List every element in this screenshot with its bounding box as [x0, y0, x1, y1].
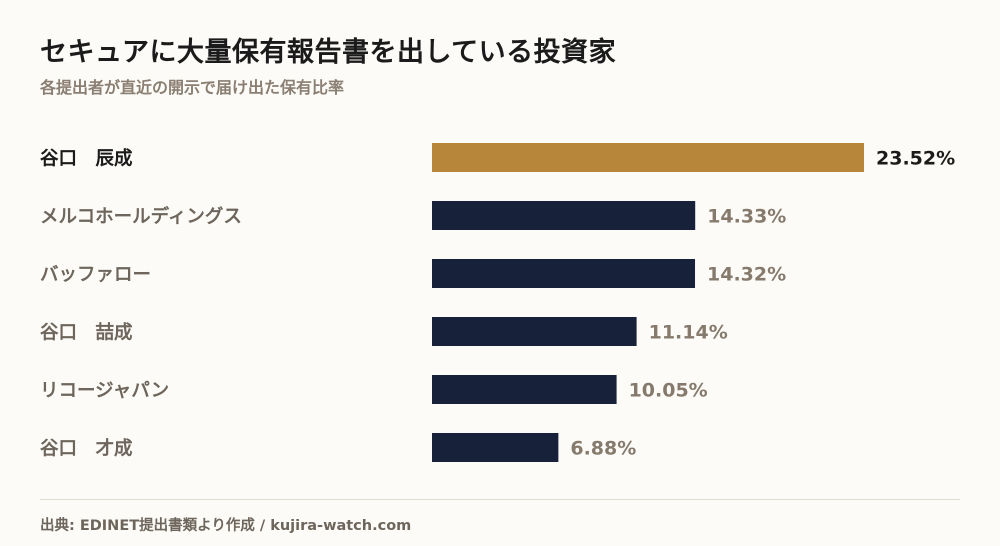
- category-label: バッファロー: [40, 265, 151, 286]
- value-label: 23.52%: [876, 148, 955, 170]
- chart-subtitle: 各提出者が直近の開示で届け出た保有比率: [40, 78, 345, 97]
- category-label: 谷口 辰成: [40, 148, 133, 170]
- value-label: 14.32%: [707, 264, 786, 286]
- value-label: 14.33%: [707, 206, 786, 228]
- bar-row: バッファロー 14.32%: [40, 259, 786, 288]
- category-label: 谷口 喆成: [40, 322, 133, 344]
- source-note: 出典: EDINET提出書類より作成 / kujira-watch.com: [40, 518, 412, 534]
- bar: [432, 201, 696, 230]
- bar: [432, 433, 559, 462]
- category-label: 谷口 才成: [40, 438, 133, 460]
- category-label: メルコホールディングス: [40, 206, 242, 228]
- bar: [432, 259, 696, 288]
- bar: [432, 143, 864, 172]
- bar-row: リコージャパン 10.05%: [40, 375, 708, 404]
- bar-row: 谷口 喆成 11.14%: [40, 317, 728, 346]
- bar: [432, 375, 617, 404]
- value-label: 11.14%: [649, 322, 728, 344]
- bar-row: メルコホールディングス 14.33%: [40, 201, 786, 230]
- value-label: 6.88%: [570, 438, 636, 460]
- footer-divider: [40, 499, 960, 500]
- bar: [432, 317, 637, 346]
- chart-title: セキュアに大量保有報告書を出している投資家: [40, 37, 617, 68]
- category-label: リコージャパン: [40, 381, 169, 402]
- bar-row: 谷口 才成 6.88%: [40, 433, 636, 462]
- bar-row: 谷口 辰成 23.52%: [40, 143, 955, 172]
- value-label: 10.05%: [629, 380, 708, 402]
